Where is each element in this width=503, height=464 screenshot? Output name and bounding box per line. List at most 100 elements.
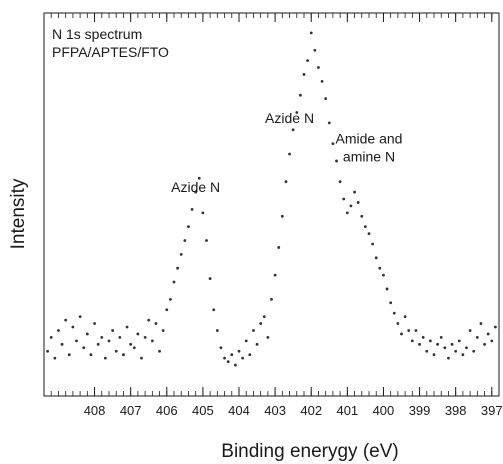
data-point [389, 301, 393, 305]
data-point [85, 332, 89, 336]
x-tick-label: 403 [264, 403, 286, 418]
data-point [454, 349, 458, 353]
data-point [457, 339, 461, 343]
data-point [396, 322, 400, 325]
data-point [172, 280, 176, 284]
data-point [439, 336, 443, 339]
data-point [428, 339, 432, 343]
peak-annotation: Amide and amine N [336, 131, 403, 165]
data-point [288, 152, 291, 156]
data-point [49, 336, 53, 339]
chart-title-line-1: N 1s spectrum [52, 26, 142, 42]
data-point [244, 339, 248, 343]
data-point [118, 336, 122, 339]
plot-frame [43, 12, 500, 397]
data-point [302, 73, 306, 76]
data-point [298, 93, 302, 97]
data-point [320, 79, 324, 83]
data-point [71, 325, 75, 329]
data-point [392, 311, 396, 315]
data-point [338, 180, 342, 184]
data-point [190, 207, 194, 211]
data-point [78, 315, 82, 319]
data-point [136, 332, 140, 336]
data-point [179, 252, 183, 256]
data-point [226, 360, 230, 364]
data-point [132, 346, 136, 350]
data-point [493, 325, 497, 329]
data-point [262, 315, 266, 319]
y-axis-label: Intensity [8, 178, 29, 249]
data-point [107, 339, 111, 343]
data-point [353, 190, 356, 194]
data-point [400, 332, 403, 336]
data-point [67, 353, 71, 357]
x-axis-label: Binding enerygy (eV) [221, 441, 398, 462]
data-point [475, 336, 479, 339]
data-point [327, 121, 331, 125]
data-point [277, 246, 281, 249]
data-point [486, 332, 490, 336]
data-point [349, 204, 353, 208]
data-point [259, 322, 263, 325]
data-point [342, 197, 346, 201]
data-point [367, 232, 371, 236]
data-point [324, 97, 328, 101]
data-point [309, 31, 313, 35]
data-point [363, 225, 367, 229]
x-tick-label: 400 [373, 403, 395, 418]
data-point [443, 346, 447, 350]
data-point [270, 297, 273, 301]
data-point [490, 339, 494, 343]
x-tick-label: 402 [300, 403, 322, 418]
data-point [230, 353, 234, 357]
data-point [414, 329, 418, 332]
data-point [187, 225, 190, 229]
data-point [143, 336, 147, 339]
x-tick-label: 397 [481, 403, 503, 418]
x-tick-label: 398 [445, 403, 467, 418]
data-point [313, 48, 317, 52]
data-point [378, 266, 382, 270]
data-point [205, 239, 208, 242]
data-point [360, 214, 364, 218]
major-ticks: 408 407 406 405 404 403 402 401 400 399 398 397 [84, 13, 503, 418]
data-point [100, 336, 104, 339]
data-point [103, 356, 107, 360]
data-point [450, 342, 454, 346]
data-point [425, 349, 429, 353]
data-point [212, 308, 216, 312]
minor-ticks [43, 13, 500, 396]
data-point [194, 190, 198, 194]
data-point [75, 339, 78, 343]
data-point [410, 339, 414, 343]
data-point [382, 273, 385, 277]
data-point [161, 329, 165, 332]
data-point [57, 329, 60, 332]
data-point [64, 318, 68, 322]
data-point [53, 356, 57, 360]
data-point [233, 363, 237, 367]
data-point [465, 346, 468, 350]
data-point [96, 342, 100, 346]
data-point [165, 308, 169, 312]
x-tick-label: 404 [228, 403, 250, 418]
data-point [237, 349, 241, 353]
data-point [266, 336, 270, 339]
data-point [472, 349, 476, 353]
data-point [385, 287, 389, 291]
data-point [418, 342, 421, 346]
data-point [60, 342, 64, 346]
data-point [176, 266, 180, 270]
data-point [140, 356, 143, 360]
data-point [432, 353, 436, 357]
data-point [129, 342, 133, 346]
data-point [468, 329, 472, 332]
chart-title-line-2: PFPA/APTES/FTO [52, 44, 169, 60]
data-point [125, 325, 129, 329]
data-point [295, 111, 299, 114]
data-point [335, 159, 338, 163]
data-point [183, 239, 187, 242]
data-point [317, 66, 320, 69]
